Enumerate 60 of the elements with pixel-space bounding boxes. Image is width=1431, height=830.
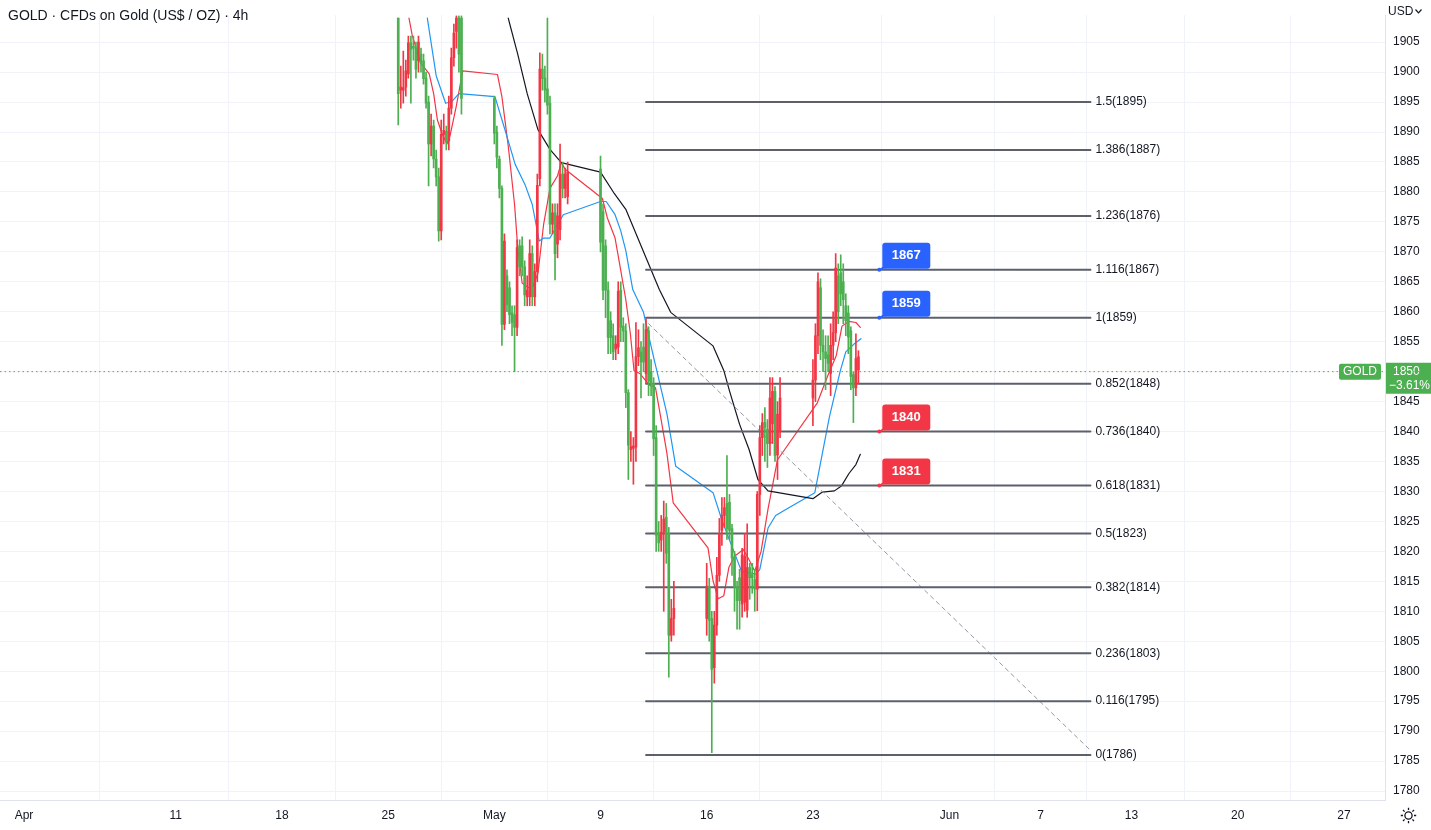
y-tick-label: 1820 [1393, 543, 1421, 558]
y-tick-label: 1815 [1393, 573, 1421, 588]
text: −3.61% [1389, 377, 1431, 392]
annotation: 0.736(1840) [1095, 423, 1161, 438]
y-tick-label: 1840 [1393, 423, 1421, 438]
x-tick-label: Jun [939, 807, 960, 822]
x-tick-label: 9 [597, 807, 605, 822]
annotation: 1(1859) [1095, 310, 1137, 325]
x-tick-label: 27 [1337, 807, 1351, 822]
y-tick-label: 1800 [1393, 663, 1421, 678]
x-tick-label: 16 [700, 807, 714, 822]
y-tick-label: 1785 [1393, 753, 1421, 768]
annotation: 1831 [891, 463, 921, 479]
x-tick-label: 20 [1231, 807, 1245, 822]
y-tick-label: 1860 [1393, 304, 1421, 319]
x-tick-label: 18 [275, 807, 289, 822]
y-tick-label: 1790 [1393, 723, 1421, 738]
y-tick-label: 1895 [1393, 94, 1421, 109]
annotation: 0.618(1831) [1095, 477, 1161, 492]
y-tick-label: 1780 [1393, 783, 1421, 798]
y-tick-label: 1880 [1393, 184, 1421, 199]
y-tick-label: 1865 [1393, 274, 1421, 289]
y-tick-label: 1875 [1393, 214, 1421, 229]
x-tick-label: May [482, 807, 506, 822]
ref-line-label: GOLD [1342, 363, 1378, 378]
x-tick-label: 23 [806, 807, 820, 822]
x-tick-label: 25 [381, 807, 396, 822]
y-tick-label: 1900 [1393, 64, 1421, 79]
y-axis-title: USD [1388, 4, 1414, 19]
annotation: 0.5(1823) [1095, 525, 1147, 540]
annotation: 1859 [891, 295, 921, 311]
chart-title: GOLD · CFDs on Gold (US$ / OZ) · 4h [8, 7, 249, 23]
x-tick-label: 11 [169, 807, 183, 822]
annotation: 0(1786) [1095, 747, 1137, 762]
annotation: 1.236(1876) [1095, 208, 1161, 223]
annotation: 0.852(1848) [1095, 375, 1161, 390]
y-tick-label: 1845 [1393, 393, 1421, 408]
y-tick-label: 1855 [1393, 334, 1421, 349]
y-tick-label: 1795 [1393, 693, 1421, 708]
annotation: 0.236(1803) [1095, 645, 1161, 660]
y-tick-label: 1805 [1393, 633, 1421, 648]
annotation: 1840 [891, 409, 921, 425]
y-tick-label: 1905 [1393, 34, 1421, 49]
y-tick-label: 1835 [1393, 453, 1421, 468]
y-tick-label: 1810 [1393, 603, 1421, 618]
y-tick-label: 1885 [1393, 154, 1421, 169]
annotation: 1.386(1887) [1095, 142, 1161, 157]
x-tick-label: Apr [14, 807, 34, 822]
y-tick-label: 1870 [1393, 244, 1421, 259]
annotation: 1.5(1895) [1095, 94, 1147, 109]
x-tick-label: 13 [1124, 807, 1139, 822]
y-tick-label: 1890 [1393, 124, 1421, 139]
y-tick-label: 1850 [1393, 363, 1421, 378]
annotation: 1867 [891, 247, 921, 263]
y-tick-label: 1825 [1393, 513, 1421, 528]
annotation: 0.382(1814) [1095, 579, 1161, 594]
x-tick-label: 7 [1037, 807, 1045, 822]
annotation: 0.116(1795) [1095, 693, 1160, 708]
y-tick-label: 1830 [1393, 483, 1421, 498]
annotation: 1.116(1867) [1095, 262, 1160, 277]
